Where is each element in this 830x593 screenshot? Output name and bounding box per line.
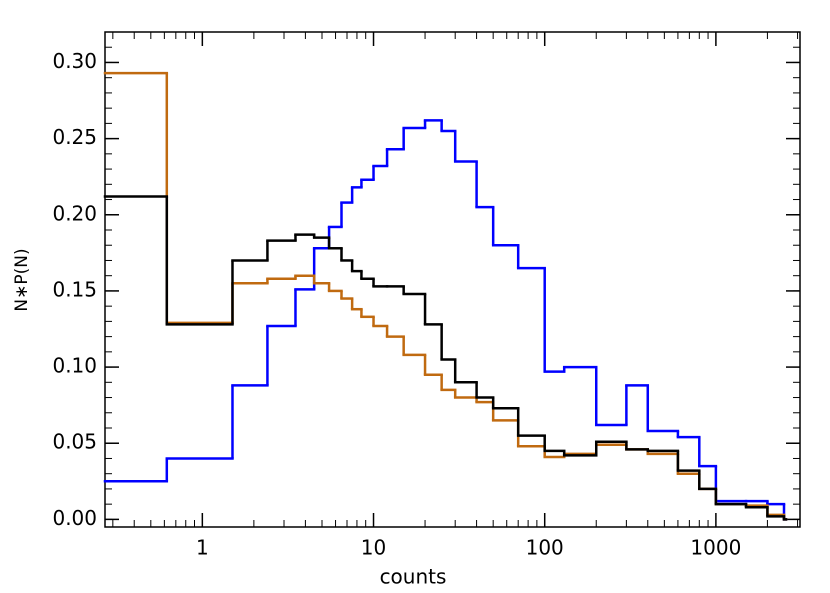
y-tick-label: 0.10 [52,354,97,378]
x-tick-label: 1 [196,536,209,560]
x-tick-label: 100 [526,536,564,560]
x-axis-label: counts [380,565,447,589]
x-tick-label: 10 [361,536,386,560]
y-tick-label: 0.00 [52,506,97,530]
y-tick-label: 0.25 [52,125,97,149]
x-tick-label: 1000 [690,536,741,560]
y-axis-label: N∗P(N) [12,248,32,311]
y-tick-label: 0.30 [52,49,97,73]
y-tick-label: 0.20 [52,201,97,225]
plot-frame [104,31,801,528]
y-tick-label: 0.15 [52,277,97,301]
y-tick-label: 0.05 [52,430,97,454]
